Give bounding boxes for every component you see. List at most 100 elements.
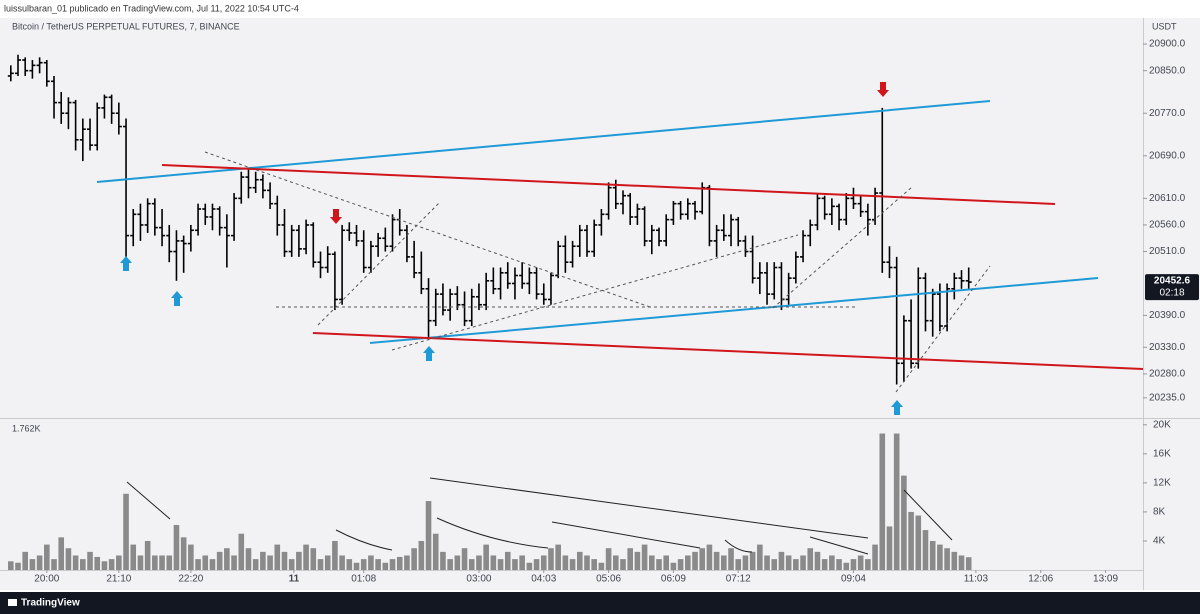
volume-bar [216,551,223,570]
volume-bar [821,559,828,570]
volume-bar [634,551,641,570]
volume-bar [555,544,561,570]
volume-bar [569,559,576,570]
volume-bar [418,540,425,570]
volume-bar [742,555,749,570]
volume-bar [929,540,936,570]
volume-bar [800,555,806,570]
time-axis-background [0,571,1143,590]
volume-bar [807,548,814,570]
x-tick-label: 11:03 [964,574,989,585]
y-tick-label: 20330.0 [1149,342,1186,353]
volume-bar [447,559,453,570]
volume-bar [778,551,785,570]
trend-line [369,277,1099,344]
volume-bar [368,555,374,570]
price-tag [1145,274,1199,301]
volume-bar [303,544,309,570]
volume-bar [872,544,878,570]
volume-bar [886,526,893,570]
volume-bar [764,555,770,570]
volume-bar [123,493,129,570]
volume-bar [677,559,684,570]
buy-arrow [423,346,435,361]
trend-line [161,164,1056,205]
volume-bar [965,557,972,570]
volume-bar [202,555,209,570]
volume-bar [353,562,360,570]
volume-bar [512,559,518,570]
volume-bar [274,544,281,570]
volume-bar [382,562,389,570]
volume-bar [893,433,900,570]
volume-trend [335,529,393,551]
dashed-line [391,234,799,351]
y-tick-label: 20280.0 [1149,369,1186,380]
volume-bar [562,555,569,570]
volume-bar [51,559,57,570]
y-tick-label: 20390.0 [1149,310,1186,321]
y-tick-label: 20560.0 [1149,220,1186,231]
volume-bar [865,559,871,570]
volume-bar [144,540,151,570]
volume-bar [152,555,158,570]
volume-bar [404,555,410,570]
volume-bar [137,555,144,570]
volume-bar [116,555,122,570]
price-unit: USDT [1152,21,1177,31]
sell-arrow [877,82,889,97]
buy-arrow [120,256,132,271]
volume-bar [108,559,115,570]
volume-bar [389,559,396,570]
volume-bar [793,559,799,570]
volume-bar [519,555,525,570]
volume-bar [375,559,381,570]
volume-bar [533,559,540,570]
volume-bar [692,551,698,570]
dashed-line [204,151,651,308]
volume-trend [551,521,701,549]
y-tick-label: 20K [1153,419,1171,430]
volume-bar [728,548,734,570]
x-tick-label: 12:06 [1028,574,1053,585]
volume-bar [504,551,511,570]
volume-trend [429,477,869,539]
volume-bar [130,544,137,570]
volume-bar [951,551,958,570]
volume-bar [627,548,633,570]
volume-bar [332,540,338,570]
volume-bar [36,555,43,570]
volume-bar [713,551,720,570]
volume-bar [591,559,597,570]
volume-bar [785,555,792,570]
plot-background [0,18,1143,571]
volume-bar [224,548,230,570]
volume-bar [663,555,670,570]
volume-bar [584,555,590,570]
y-tick-label: 20850.0 [1149,65,1186,76]
volume-bar [288,559,295,570]
volume-bar [749,551,756,570]
price-tag-countdown: 02:18 [1159,288,1184,299]
volume-bar [829,555,835,570]
y-tick-label: 4K [1153,536,1166,547]
y-tick-label: 12K [1153,478,1171,489]
volume-bar [360,559,367,570]
volume-bar [526,562,533,570]
x-tick-label: 07:12 [726,574,751,585]
volume-bar [937,544,943,570]
dashed-line [772,186,913,309]
volume-trend [436,517,549,549]
volume-trend [903,489,953,541]
volume-bar [836,559,842,570]
volume-bar [173,524,180,570]
volume-trend [724,539,753,553]
volume-bar [22,551,29,570]
y-tick-label: 20770.0 [1149,108,1186,119]
trend-line [312,332,1144,370]
volume-bar [195,559,201,570]
volume-bar [915,515,922,570]
y-tick-label: 20900.0 [1149,39,1186,50]
volume-bar [346,559,353,570]
